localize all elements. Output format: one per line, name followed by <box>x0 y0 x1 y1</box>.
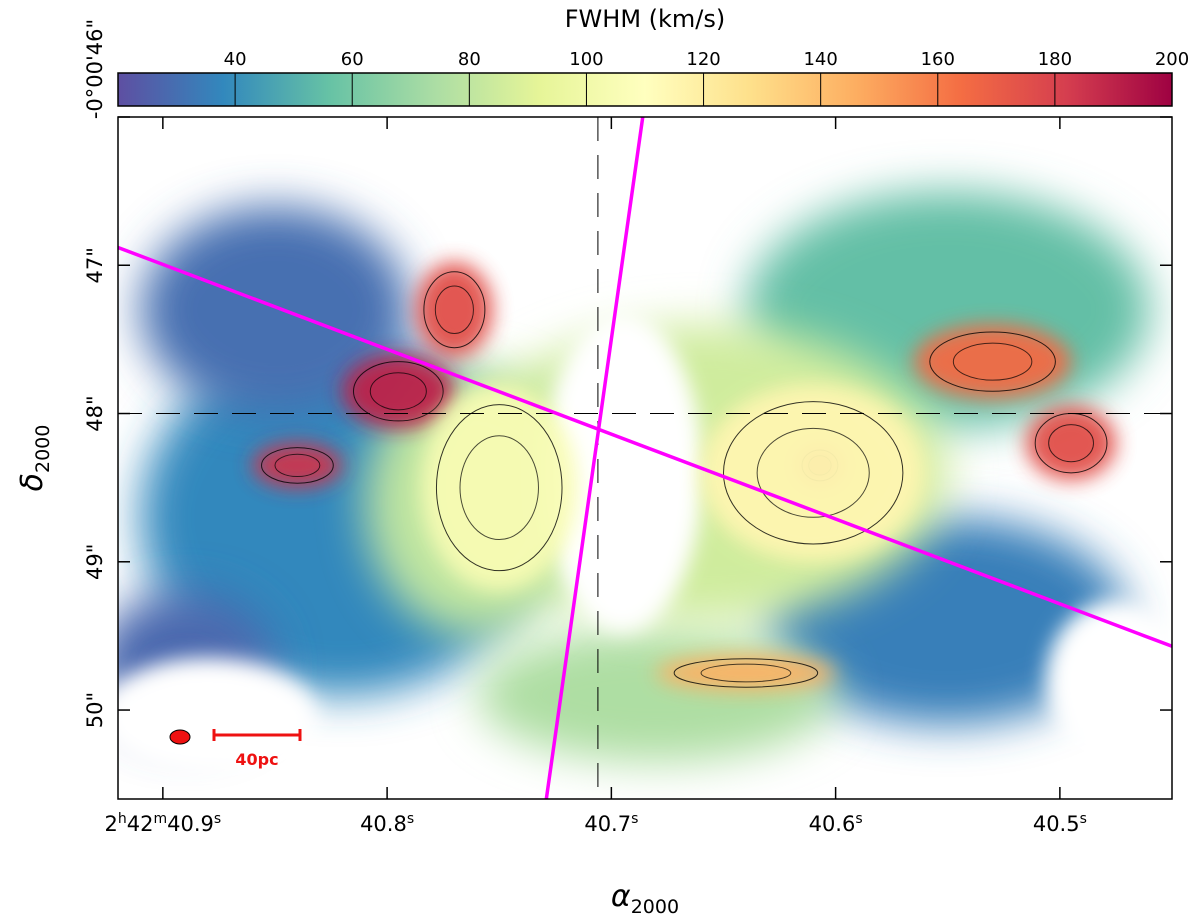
x-tick-label: 40.8s <box>360 811 414 836</box>
map-frame <box>117 116 1173 800</box>
colorbar-tick-label: 60 <box>341 49 364 70</box>
colorbar-tick-label: 40 <box>224 49 247 70</box>
region-nw-ridge <box>416 262 493 358</box>
colorbar-tick-label: 100 <box>569 49 603 70</box>
region-w-knot <box>252 443 343 488</box>
colorbar-tick-label: 80 <box>458 49 481 70</box>
axis-lines <box>118 117 1172 799</box>
y-tick-label: 48" <box>83 395 107 431</box>
x-axis-label-base: α <box>611 879 631 914</box>
scale-bar-label: 40pc <box>235 750 278 769</box>
center-crosshair <box>118 117 1172 799</box>
map-panel: 40pc 2h42m40.9s 40.8s 40.7s 40.6s 40.5s -0°0… <box>83 19 1173 836</box>
beam-and-scale: 40pc <box>169 729 302 769</box>
sw-gap <box>118 657 318 778</box>
colorbar-ramp <box>117 72 1173 107</box>
x-axis-label-sub: 2000 <box>631 896 679 918</box>
colorbar-tick-label: 160 <box>921 49 955 70</box>
colorbar-label: FWHM (km/s) <box>565 5 726 33</box>
region-ne-filament <box>914 324 1072 399</box>
x-axis-label: α2000 <box>611 879 679 918</box>
beam-ellipse <box>169 729 191 745</box>
colorbar-tick-label: 140 <box>803 49 837 70</box>
colorbar-ticks: 40 60 80 100 120 140 160 180 200 <box>224 49 1189 106</box>
x-axis-ticks: 2h42m40.9s 40.8s 40.7s 40.6s 40.5s <box>105 117 1087 836</box>
region-ring-west <box>420 383 578 592</box>
y-tick-label: 47" <box>83 247 107 283</box>
emission-patch <box>476 628 836 762</box>
region-s-arc <box>656 655 836 691</box>
region-ring-east <box>701 383 926 562</box>
y-axis-label-base: δ <box>15 473 50 491</box>
y-tick-label: 49" <box>83 544 107 580</box>
se-gap <box>1045 600 1172 761</box>
emission-patch <box>140 205 410 414</box>
map-fwhm-regions <box>252 262 1116 691</box>
colorbar-tick-label: 120 <box>686 49 720 70</box>
major-axis-line <box>118 245 1172 648</box>
x-tick-label: 2h42m40.9s <box>105 811 222 836</box>
y-tick-label: -0°00'46" <box>83 19 107 119</box>
colorbar: FWHM (km/s) 40 60 80 100 120 140 160 180 200 <box>117 5 1189 107</box>
colorbar-tick-label: 180 <box>1038 49 1072 70</box>
colorbar-tick-label: 200 <box>1155 49 1189 70</box>
x-tick-label: 40.6s <box>809 811 863 836</box>
x-tick-label: 40.7s <box>584 811 638 836</box>
y-tick-label: 50" <box>83 692 107 728</box>
x-tick-label: 40.5s <box>1033 811 1087 836</box>
y-axis-label: δ2000 <box>15 425 54 492</box>
y-axis-label-sub: 2000 <box>32 425 54 473</box>
y-axis-ticks: -0°00'46" 47" 48" 49" 50" <box>83 19 1172 728</box>
minor-axis-line <box>544 117 645 799</box>
region-nw-knot <box>342 354 455 429</box>
region-e-filament <box>1026 406 1116 481</box>
